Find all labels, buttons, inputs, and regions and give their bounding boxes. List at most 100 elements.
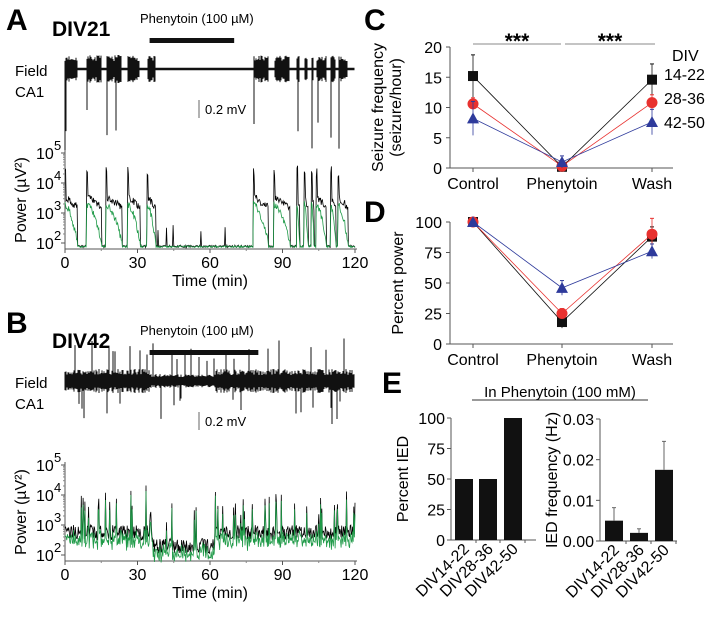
y-tick-label: 10: [36, 206, 54, 223]
panel-e-title: In Phenytoin (100 mM): [484, 384, 636, 401]
power-trace-black: [64, 485, 356, 555]
y-axis-label: Power (µV²): [13, 469, 30, 555]
y-tick-label: 10: [36, 488, 54, 505]
panel-label-c: C: [364, 4, 386, 37]
field-potential-trace: [64, 338, 355, 425]
power-trace-green: [64, 490, 356, 563]
y-axis-label: Percent power: [390, 231, 407, 335]
drug-label: Phenytoin (100 µM): [140, 323, 254, 338]
x-tick-label: 90: [274, 255, 292, 272]
series-line-14-22: [472, 221, 653, 323]
y-tick-label: 50: [427, 472, 445, 489]
marker-triangle: [646, 245, 658, 257]
legend-title: DIV: [672, 48, 699, 65]
y-tick-label: 10: [36, 518, 54, 535]
y-tick-label: 10: [424, 101, 442, 118]
x-tick-label-phenytoin: Phenytoin: [526, 352, 597, 369]
trace-label-ca1: CA1: [15, 84, 44, 101]
marker-triangle: [556, 281, 568, 293]
bar-div28-36: [630, 532, 648, 541]
x-axis-label: Time (min): [172, 585, 248, 602]
marker-triangle: [556, 155, 568, 167]
x-tick-label: 120: [342, 255, 369, 272]
y-tick-label: 0.01: [563, 493, 594, 510]
y-tick-label: 75: [424, 246, 442, 263]
power-trace-green: [64, 200, 356, 249]
bar-div28-36: [479, 479, 497, 540]
legend-entry: 28-36: [664, 91, 705, 108]
field-potential-trace: [64, 55, 355, 152]
y-tick-label: 0: [436, 533, 445, 550]
x-tick-label-wash: Wash: [632, 352, 672, 369]
panel-label-e: E: [382, 367, 402, 400]
panel-label-d: D: [364, 196, 386, 229]
y-tick-label: 100: [415, 215, 442, 232]
marker-triangle: [467, 112, 479, 124]
y-tick-label: 10: [36, 176, 54, 193]
y-axis-label: Percent IED: [395, 436, 412, 522]
marker-triangle: [467, 216, 479, 227]
marker-triangle: [646, 116, 658, 128]
x-tick-label: 120: [342, 567, 369, 584]
y-tick-label: 20: [424, 40, 442, 57]
y-axis-label: Power (µV²): [13, 157, 30, 243]
y-tick-label: 10: [36, 236, 54, 253]
y-tick-exponent: 2: [54, 540, 61, 555]
drug-label: Phenytoin (100 µM): [140, 11, 254, 26]
drug-application-bar: [149, 350, 259, 355]
panel-e: In Phenytoin (100 mM)0255075100DIV14-22D…: [395, 384, 677, 602]
bar-div42-50: [655, 469, 673, 541]
y-tick-exponent: 4: [54, 168, 61, 183]
x-axis-label: Time (min): [172, 273, 248, 290]
y-tick-label: 0: [433, 337, 442, 354]
y-tick-exponent: 5: [54, 138, 61, 153]
x-tick-label: 30: [129, 255, 147, 272]
panel-c: 0 5 10 15 20 Control Phenytoin Wash Seizure freq…: [370, 30, 705, 193]
y-tick-label: 0.00: [563, 534, 594, 551]
y-tick-label: 75: [427, 442, 445, 459]
y-tick-label: 0.03: [563, 412, 594, 429]
legend-entry: 14-22: [664, 67, 705, 84]
y-tick-label: 10: [36, 548, 54, 565]
panel-title: DIV21: [52, 18, 111, 41]
y-tick-exponent: 4: [54, 480, 61, 495]
y-tick-label: 0: [433, 161, 442, 178]
scale-bar-label: 0.2 mV: [205, 414, 247, 429]
series-line-28-36: [472, 221, 653, 315]
x-tick-label: 0: [61, 255, 70, 272]
x-tick-label-control: Control: [447, 352, 499, 369]
y-tick-label: 25: [424, 307, 442, 324]
y-axis-label-units: (seizure/hour): [388, 58, 405, 157]
scale-bar-label: 0.2 mV: [205, 102, 247, 117]
drug-application-bar: [149, 38, 235, 43]
x-tick-label: 60: [201, 255, 219, 272]
y-tick-label: 100: [418, 411, 445, 428]
y-tick-exponent: 3: [54, 510, 61, 525]
y-tick-label: 10: [36, 146, 54, 163]
legend-entry: 42-50: [664, 115, 705, 132]
y-tick-label: 50: [424, 276, 442, 293]
marker-circle: [556, 308, 568, 319]
marker-circle: [646, 97, 658, 109]
x-tick-label: 30: [129, 567, 147, 584]
y-tick-exponent: 5: [54, 450, 61, 465]
axes: [449, 47, 673, 169]
y-tick-label: 5: [433, 131, 442, 148]
bar-div14-22: [605, 520, 623, 541]
bar-div42-50: [504, 418, 522, 540]
series-line-42-50: [472, 221, 653, 289]
marker-circle: [646, 228, 658, 240]
marker-square: [557, 317, 567, 328]
significance-stars: ***: [598, 30, 623, 53]
panel-title: DIV42: [52, 330, 110, 353]
trace-label-ca1: CA1: [15, 396, 44, 413]
y-tick-label: 10: [36, 458, 54, 475]
y-tick-label: 25: [427, 503, 445, 520]
bar-div14-22: [455, 479, 473, 540]
panel-label-a: A: [6, 4, 28, 37]
y-tick-exponent: 2: [54, 228, 61, 243]
trace-label-field: Field: [15, 375, 48, 392]
